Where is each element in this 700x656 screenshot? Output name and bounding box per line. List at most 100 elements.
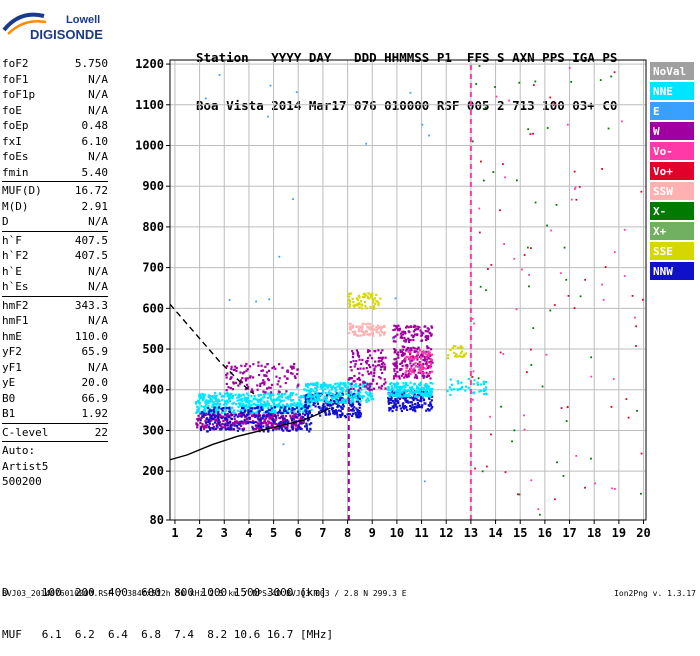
data-point	[291, 428, 294, 431]
data-point	[370, 357, 374, 360]
data-point	[225, 365, 229, 368]
data-point	[211, 405, 214, 408]
data-point	[229, 417, 232, 420]
data-point	[213, 421, 217, 424]
data-point	[344, 390, 348, 393]
param-separator	[2, 181, 108, 182]
data-point	[224, 413, 227, 416]
data-point	[204, 97, 207, 100]
data-point	[293, 411, 296, 414]
data-point	[230, 414, 234, 417]
data-point	[316, 393, 319, 396]
data-point	[411, 403, 414, 406]
data-point	[266, 377, 270, 381]
data-point	[278, 426, 281, 429]
data-point	[349, 292, 352, 295]
data-point	[428, 387, 432, 391]
data-point	[578, 186, 581, 188]
data-point	[421, 353, 424, 357]
data-point	[284, 406, 287, 409]
data-point	[278, 407, 282, 410]
param-label: foEp	[2, 119, 29, 132]
data-point	[310, 401, 313, 404]
data-point	[374, 350, 377, 353]
data-point	[355, 416, 358, 419]
data-point	[403, 394, 406, 397]
data-point	[503, 242, 505, 245]
data-point	[218, 403, 222, 406]
x-tick-label: 16	[538, 526, 552, 540]
data-point	[562, 475, 565, 477]
data-point	[242, 413, 245, 416]
data-point	[312, 384, 315, 387]
data-point	[275, 375, 278, 378]
data-point	[330, 398, 333, 402]
data-point	[406, 394, 410, 397]
data-point	[205, 403, 208, 406]
data-point	[372, 387, 376, 390]
data-point	[371, 331, 374, 334]
data-point	[380, 365, 383, 369]
data-point	[365, 385, 368, 388]
data-point	[257, 427, 260, 430]
data-point	[395, 386, 398, 389]
data-point	[308, 394, 311, 398]
x-tick-label: 4	[245, 526, 252, 540]
data-point	[390, 382, 393, 385]
data-point	[419, 398, 423, 401]
data-point	[389, 389, 393, 392]
data-point	[332, 403, 335, 406]
data-point	[393, 401, 396, 405]
data-point	[238, 427, 241, 430]
data-point	[354, 393, 357, 396]
data-point	[224, 417, 227, 420]
data-point	[393, 385, 396, 388]
data-point	[297, 404, 300, 407]
param-label: MUF(D)	[2, 184, 42, 197]
lowell-digisonde-logo: Lowell DIGISONDE	[2, 12, 103, 42]
data-point	[333, 395, 337, 398]
data-point	[357, 327, 360, 330]
data-point	[450, 383, 454, 386]
data-point	[270, 398, 273, 401]
data-point	[422, 399, 426, 402]
data-point	[337, 400, 340, 403]
data-point	[414, 391, 417, 394]
data-point	[215, 414, 218, 417]
data-point	[247, 413, 250, 416]
data-point	[252, 421, 255, 424]
legend-label: NNW	[653, 265, 673, 278]
data-point	[396, 333, 399, 336]
data-point	[357, 413, 360, 416]
data-point	[370, 372, 373, 375]
data-point	[208, 420, 211, 423]
data-point	[306, 386, 309, 389]
data-point	[226, 400, 230, 403]
data-point	[414, 410, 417, 413]
x-tick-label: 17	[562, 526, 576, 540]
data-point	[333, 412, 336, 416]
data-point	[344, 416, 348, 419]
data-point	[361, 397, 364, 400]
data-point	[376, 324, 380, 327]
data-point	[408, 331, 411, 334]
data-point	[291, 407, 294, 410]
data-point	[242, 403, 245, 406]
data-point	[355, 400, 358, 403]
data-point	[362, 293, 365, 296]
data-point	[195, 411, 198, 414]
data-point	[254, 403, 258, 407]
data-point	[407, 401, 410, 404]
data-point	[416, 347, 419, 351]
data-point	[363, 331, 366, 334]
data-point	[296, 410, 300, 413]
data-point	[610, 406, 613, 408]
data-point	[204, 404, 207, 407]
data-point	[204, 419, 207, 423]
data-point	[268, 416, 272, 419]
data-point	[281, 412, 284, 415]
data-point	[357, 416, 360, 419]
data-point	[248, 410, 252, 413]
data-point	[353, 406, 356, 409]
data-point	[255, 300, 257, 303]
